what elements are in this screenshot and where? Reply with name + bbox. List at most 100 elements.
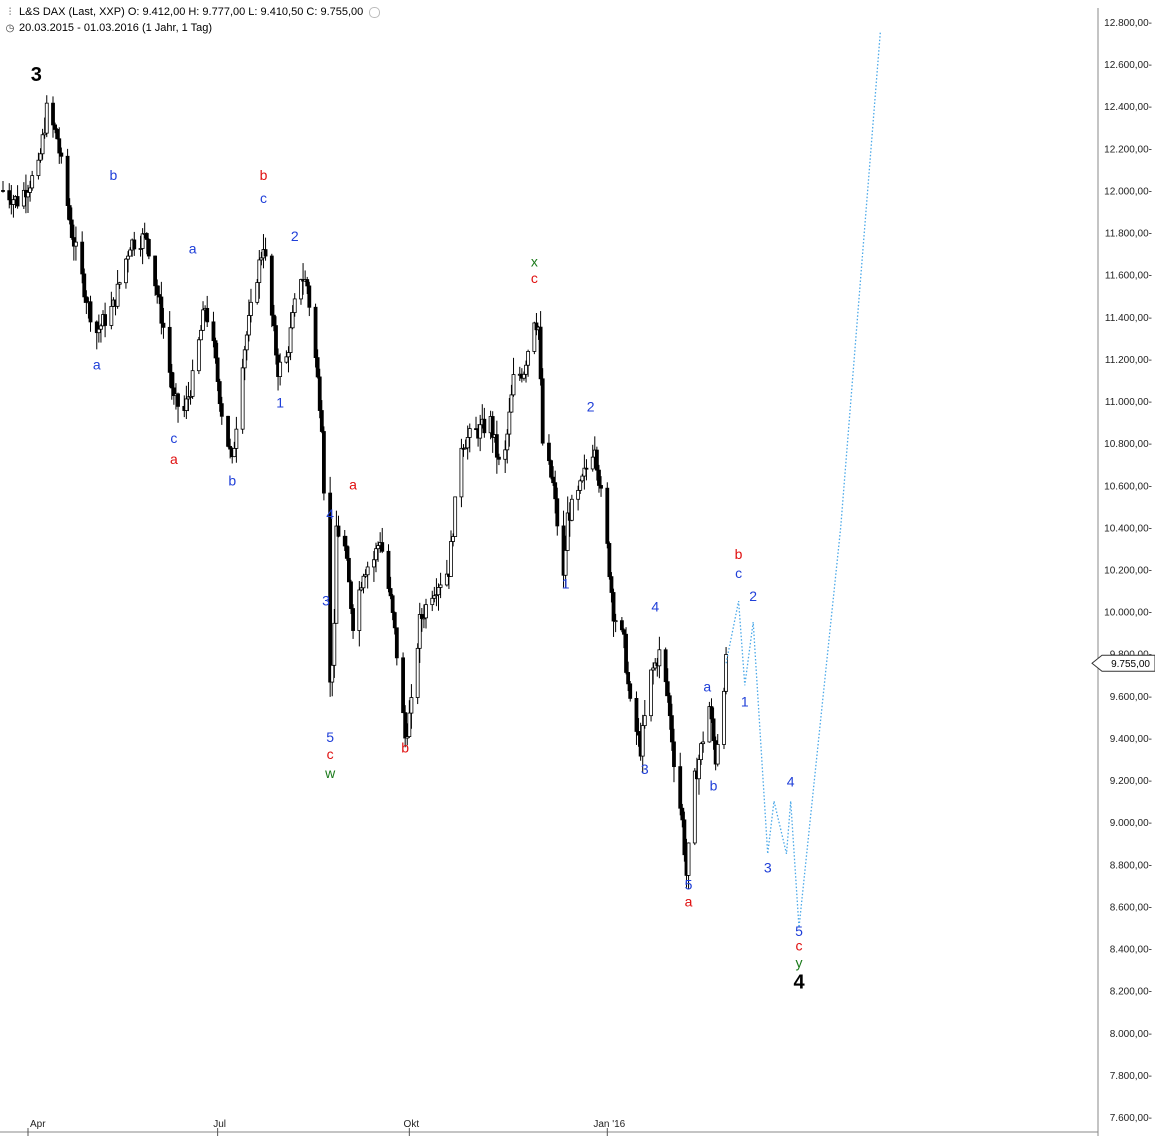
candle-body (124, 258, 128, 284)
candle-body (126, 255, 130, 260)
candle-body (219, 403, 224, 417)
wave-label: c (327, 746, 334, 762)
wave-label: a (349, 476, 357, 492)
candle-body (117, 282, 122, 285)
wave-label: b (401, 740, 409, 756)
candle-body (636, 731, 641, 736)
candle-body (319, 410, 324, 432)
candle-body (82, 273, 87, 298)
candle-body (607, 543, 612, 578)
candle-body (286, 352, 291, 358)
candle-body (563, 550, 568, 576)
candle-body (392, 612, 397, 629)
instrument-info: ⫶ L&S DAX (Last, XXP) O: 9.412,00 H: 9.77… (4, 5, 381, 20)
candle-body (244, 334, 249, 351)
candle-body (503, 449, 508, 460)
candle-body (417, 614, 422, 649)
candle-body (176, 393, 180, 407)
projection-path (725, 32, 881, 928)
candle-body (138, 248, 143, 250)
y-tick-label: 11.000,00- (1105, 397, 1152, 408)
candle-body (505, 433, 510, 451)
y-tick-label: 9.200,00- (1110, 776, 1152, 787)
candle-body (494, 434, 499, 458)
candle-body (707, 706, 712, 743)
candle-body (407, 712, 412, 737)
candle-body (372, 559, 376, 568)
candle-body (242, 349, 247, 369)
y-tick-label: 11.800,00- (1105, 229, 1152, 240)
candle-body (30, 175, 35, 189)
candle-body (551, 476, 556, 484)
candle-body (657, 649, 662, 667)
candle-body (184, 398, 189, 411)
candle-body (582, 467, 587, 477)
candle-body (284, 356, 289, 363)
candle-body (724, 654, 728, 692)
wave-label: c (531, 270, 538, 286)
wave-label: 3 (764, 860, 772, 876)
candle-body (1, 190, 5, 192)
candle-body (171, 387, 176, 396)
candle-body (619, 620, 624, 631)
candle-body (386, 550, 391, 589)
candle-body (274, 325, 278, 356)
candle-body (663, 649, 668, 683)
info-button[interactable] (369, 6, 381, 18)
candle-body (409, 697, 414, 714)
candle-body (622, 629, 626, 635)
candle-body (580, 475, 585, 482)
wave-label: a (93, 356, 101, 372)
candle-body (146, 239, 151, 257)
x-tick-label: Okt (404, 1119, 420, 1130)
wave-label: c (735, 565, 742, 581)
candle-body (240, 367, 245, 430)
candle-body (576, 489, 581, 500)
candle-body (215, 357, 220, 382)
wave-label: y (796, 954, 803, 970)
wave-label: 2 (291, 228, 299, 244)
candle-body (415, 647, 420, 698)
chart-header: ⫶ L&S DAX (Last, XXP) O: 9.412,00 H: 9.77… (0, 0, 1090, 40)
candle-body (315, 357, 320, 378)
candle-body (28, 187, 32, 193)
candle-body (55, 129, 60, 140)
candle-body (597, 469, 601, 486)
candle-body (432, 595, 437, 599)
candle-body (565, 512, 570, 551)
period-range: 20.03.2015 - 01.03.2016 (1 Jahr, 1 Tag) (19, 22, 213, 34)
y-tick-label: 8.200,00- (1110, 987, 1152, 998)
candle-body (57, 138, 62, 154)
candle-body (190, 370, 195, 397)
candle-body (532, 322, 537, 352)
candle-body (380, 542, 385, 552)
candle-body (374, 548, 378, 561)
candle-body (667, 695, 672, 717)
wave-label: 1 (741, 693, 749, 709)
candle-body (288, 327, 293, 353)
candle-body (299, 279, 303, 300)
candle-body (555, 498, 560, 527)
candle-body (259, 257, 264, 261)
candle-body (453, 496, 458, 537)
y-tick-label: 8.000,00- (1110, 1029, 1152, 1040)
candle-body (7, 190, 12, 201)
candle-body (422, 617, 426, 620)
wave-label: x (531, 253, 538, 269)
x-axis: Apr Jul Okt Jan '16 (0, 1119, 1098, 1136)
candle-body (497, 456, 501, 460)
candle-body (317, 376, 322, 411)
candle-body (626, 672, 631, 685)
ohlc-summary: L&S DAX (Last, XXP) O: 9.412,00 H: 9.777… (19, 6, 364, 18)
candle-body (467, 428, 472, 438)
y-tick-label: 11.200,00- (1105, 355, 1152, 366)
wave-label: b (710, 778, 718, 794)
candle-body (611, 592, 616, 622)
candle-body (15, 196, 20, 207)
candle-body (701, 741, 706, 745)
wave-label: 4 (787, 773, 795, 789)
candle-body (624, 633, 628, 673)
candles (1, 95, 728, 890)
y-tick-label: 12.400,00- (1104, 102, 1152, 113)
